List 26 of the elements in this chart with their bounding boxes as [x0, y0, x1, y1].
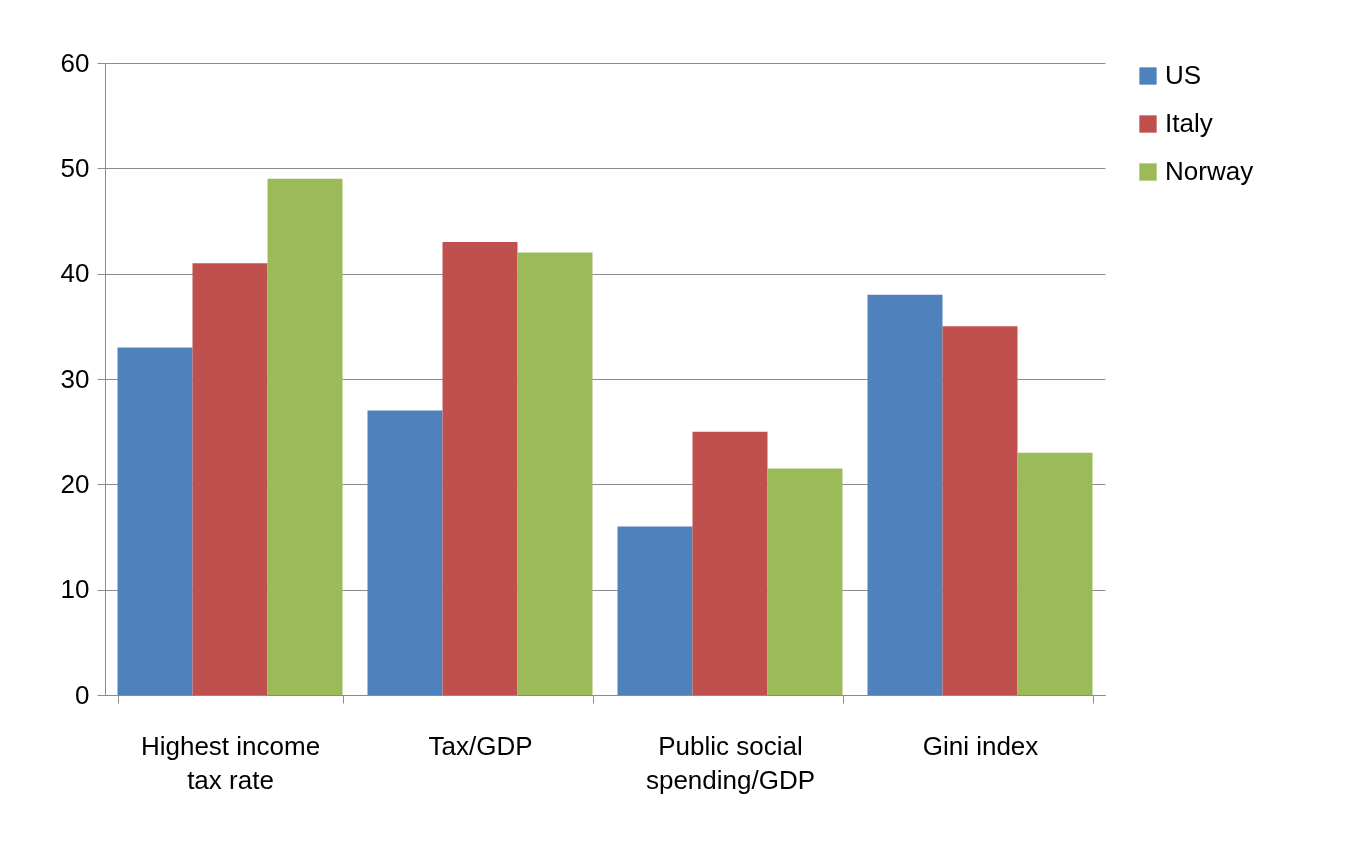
y-tick-label: 40 — [60, 258, 90, 289]
x-tick-label: Gini index — [922, 730, 1039, 761]
y-tick-label: 50 — [60, 152, 90, 183]
bar — [442, 242, 518, 695]
x-tick-label: Highest income tax rate — [140, 730, 321, 795]
y-tick-label: 20 — [60, 468, 90, 499]
x-tick-label: Public social spending/GDP — [645, 730, 816, 795]
bar — [267, 178, 343, 695]
bar — [767, 468, 843, 695]
bar — [367, 410, 443, 695]
bar — [617, 526, 693, 695]
x-tick-label: Tax/GDP — [428, 730, 533, 761]
y-tick-label: 10 — [60, 574, 90, 605]
bar — [517, 252, 593, 695]
bar — [192, 263, 268, 695]
y-tick-label: 30 — [60, 363, 90, 394]
legend-label: US — [1165, 60, 1202, 90]
bar — [1017, 452, 1093, 695]
bar — [117, 347, 193, 695]
legend-label: Norway — [1165, 156, 1254, 186]
bar — [942, 326, 1018, 695]
bar — [867, 294, 943, 695]
bar — [692, 431, 768, 695]
legend-label: Italy — [1165, 108, 1213, 138]
y-tick-label: 60 — [60, 47, 90, 78]
y-tick-label: 0 — [75, 679, 90, 710]
